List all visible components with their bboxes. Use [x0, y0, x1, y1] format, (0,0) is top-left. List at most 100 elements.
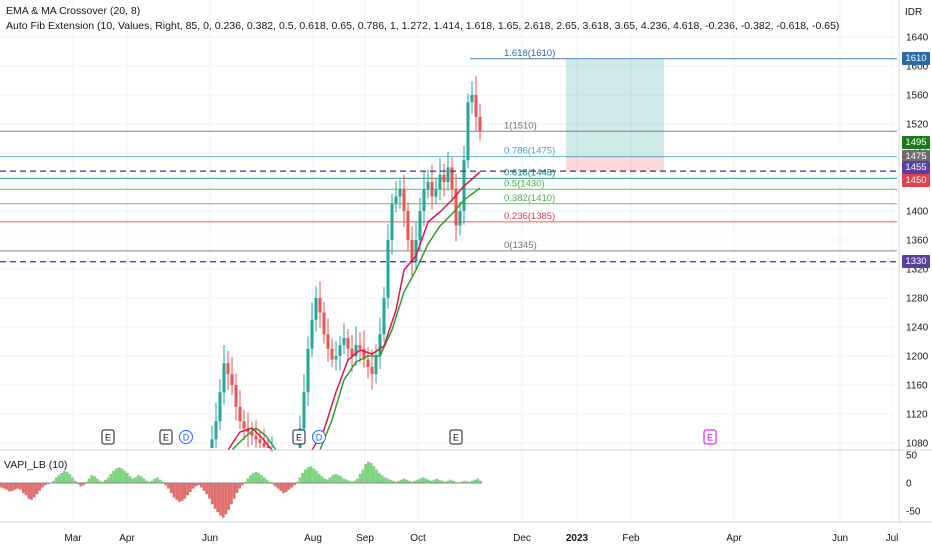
histogram-bar	[386, 478, 389, 483]
candle-body	[418, 211, 422, 240]
histogram-bar	[10, 483, 14, 491]
histogram-bar	[73, 480, 77, 483]
earnings-marker[interactable]	[449, 429, 463, 445]
time-tick-label: Apr	[726, 533, 742, 544]
ema-line	[311, 171, 481, 451]
histogram-bar	[202, 483, 206, 491]
histogram-bar	[309, 466, 313, 483]
price-tag[interactable]: 1475	[902, 150, 930, 164]
dividend-marker[interactable]	[179, 430, 193, 444]
histogram-bar	[95, 478, 99, 483]
earnings-marker[interactable]	[703, 429, 717, 445]
earnings-marker[interactable]	[159, 429, 173, 445]
currency-label[interactable]: IDR	[905, 7, 923, 18]
histogram-bar	[136, 475, 140, 483]
candle-body	[338, 345, 342, 356]
histogram-bar	[0, 483, 3, 488]
price-tag[interactable]: 1450	[902, 174, 930, 188]
histogram-bar	[339, 476, 343, 483]
candle-body	[354, 345, 358, 356]
histogram-bar	[471, 480, 474, 483]
histogram-bar	[350, 481, 354, 483]
histogram-bar	[134, 477, 137, 483]
histogram-bar	[336, 475, 340, 483]
stop-zone[interactable]	[566, 156, 664, 172]
long-position-tool[interactable]	[566, 58, 664, 172]
candle-body	[450, 167, 454, 190]
histogram-bar	[164, 483, 168, 486]
price-tag[interactable]: 1455	[902, 160, 930, 174]
candle-body	[350, 348, 354, 356]
candle-body	[226, 363, 230, 375]
histogram-bar	[331, 475, 335, 483]
histogram-bar	[230, 483, 233, 505]
candle-body	[314, 298, 318, 320]
candles	[210, 76, 482, 452]
candle-body	[378, 334, 382, 356]
candle-body	[238, 406, 242, 422]
histogram-bar	[213, 483, 217, 509]
histogram-bar	[320, 476, 324, 483]
indicator-legend-fib[interactable]: Auto Fib Extension (10, Values, Right, 8…	[6, 20, 840, 32]
histogram-bar	[325, 479, 329, 483]
histogram-bar	[462, 480, 466, 483]
histogram-bar	[232, 483, 236, 499]
candle-body	[370, 366, 374, 375]
histogram-bar	[435, 478, 439, 483]
fib-extension[interactable]: 1.618(1610) 1(1510) 0.786(1475) 0.618(1445)…	[0, 48, 897, 252]
histogram-bar	[183, 483, 187, 499]
histogram-bar	[440, 480, 444, 483]
histogram-bar	[21, 483, 25, 494]
histogram-bar	[5, 483, 9, 490]
indicator-tick-label: 0	[906, 479, 912, 490]
candle-body	[306, 348, 310, 393]
histogram-bar	[303, 469, 307, 483]
price-tag[interactable]: 1610	[902, 52, 930, 66]
histogram-bar	[101, 481, 105, 483]
histogram-bar	[205, 483, 209, 495]
vapi-indicator	[0, 461, 482, 518]
histogram-bar	[413, 480, 417, 483]
earnings-marker[interactable]	[101, 429, 115, 445]
histogram-bar	[257, 472, 261, 483]
candle-body	[318, 298, 322, 313]
vapi-pane-label[interactable]: VAPI_LB (10)	[4, 459, 68, 471]
histogram-bar	[476, 478, 480, 483]
histogram-bar	[115, 468, 118, 483]
histogram-bar	[438, 479, 441, 483]
histogram-bar	[397, 480, 400, 483]
histogram-bar	[125, 472, 129, 483]
histogram-bar	[112, 470, 116, 483]
event-marker-label: E	[453, 433, 459, 443]
histogram-bar	[271, 483, 274, 485]
fib-level-label: 0(1345)	[504, 240, 537, 251]
histogram-bar	[282, 483, 285, 494]
histogram-bar	[416, 479, 420, 483]
price-tick-label: 1400	[906, 207, 929, 218]
candle-body	[334, 356, 338, 360]
price-tick-label: 1200	[906, 352, 929, 363]
dividend-marker[interactable]	[312, 430, 326, 444]
time-tick-label: Jul	[886, 533, 899, 544]
earnings-marker[interactable]	[292, 429, 306, 445]
histogram-bar	[314, 470, 318, 483]
histogram-bar	[249, 475, 252, 483]
indicator-legend-ema-ma[interactable]: EMA & MA Crossover (20, 8)	[6, 5, 141, 17]
histogram-bar	[268, 481, 272, 483]
histogram-bar	[175, 483, 179, 500]
price-tag[interactable]: 1495	[902, 135, 930, 149]
moving-averages	[227, 171, 481, 451]
histogram-bar	[290, 483, 294, 488]
event-marker-label: D	[183, 433, 190, 443]
price-tag[interactable]: 1330	[902, 255, 930, 269]
candle-body	[270, 450, 274, 452]
histogram-bar	[43, 483, 47, 486]
histogram-bar	[295, 481, 299, 483]
histogram-bar	[90, 475, 94, 483]
profit-zone[interactable]	[566, 58, 664, 157]
price-tick-label: 1560	[906, 91, 929, 102]
candle-body	[438, 174, 442, 190]
histogram-bar	[454, 481, 458, 483]
